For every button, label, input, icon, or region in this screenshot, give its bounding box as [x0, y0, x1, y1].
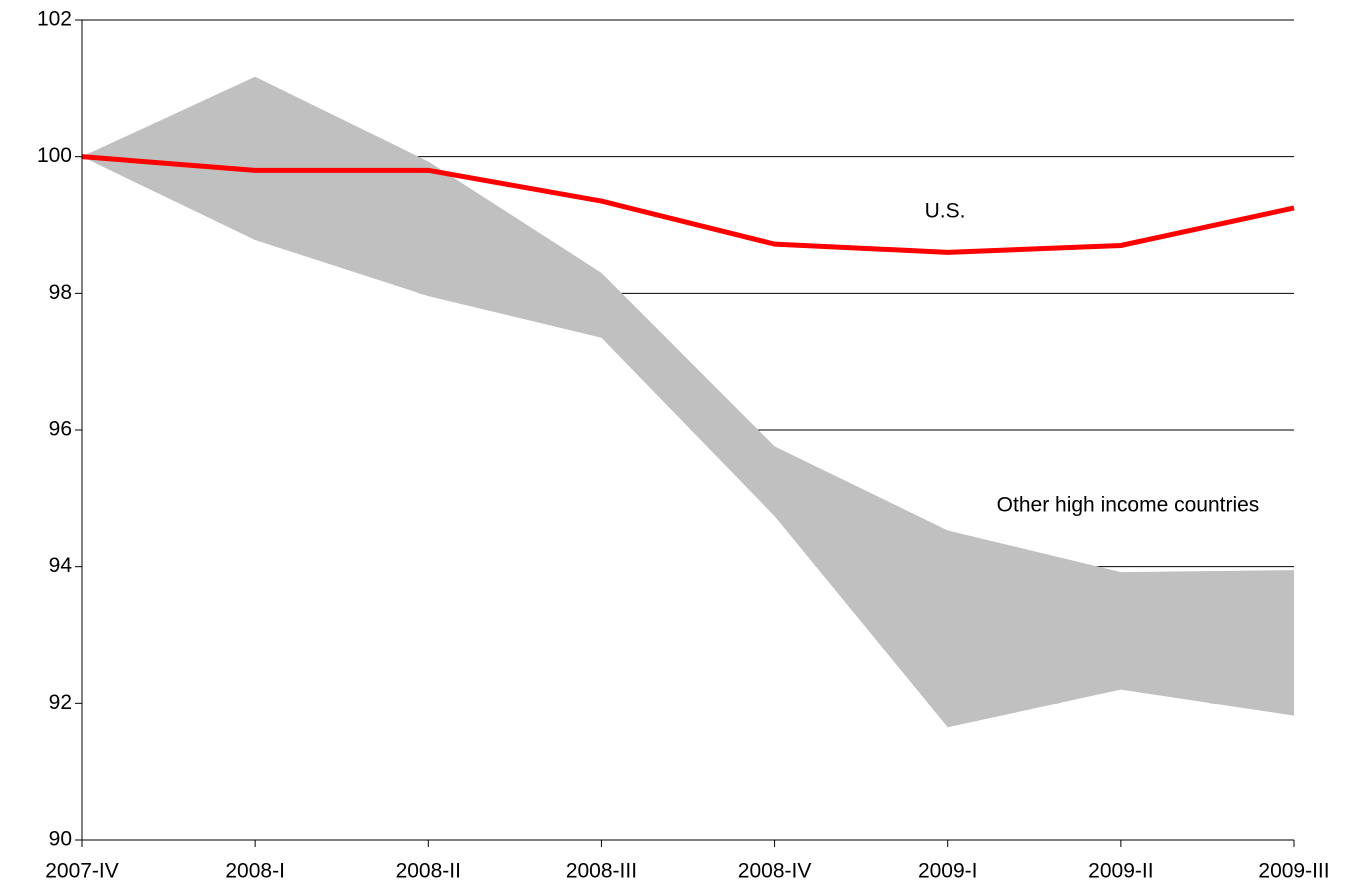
band-mask — [82, 156, 1294, 840]
x-tick-label: 2009-III — [1258, 860, 1329, 883]
x-tick-label: 2008-II — [396, 860, 461, 883]
y-tick-label: 96 — [49, 418, 72, 441]
x-tick-label: 2008-I — [225, 860, 285, 883]
y-tick-label: 102 — [37, 8, 72, 31]
x-tick-label: 2009-I — [918, 860, 978, 883]
y-tick-label: 92 — [49, 691, 72, 714]
line — [81, 154, 1295, 255]
y-tick-label: 100 — [37, 144, 72, 167]
x-tick-label: 2008-III — [566, 860, 637, 883]
y-tick-label: 98 — [49, 281, 72, 304]
y-tick-label: 90 — [49, 828, 72, 851]
series-label: U.S. — [925, 200, 966, 223]
band-area — [82, 76, 1294, 728]
x-tick-label: 2008-IV — [738, 860, 812, 883]
y-tick-label: 94 — [49, 554, 73, 577]
x-tick-label: 2007-IV — [45, 860, 119, 883]
x-tick-label: 2009-II — [1088, 860, 1153, 883]
series-label: Other high income countries — [997, 494, 1260, 517]
